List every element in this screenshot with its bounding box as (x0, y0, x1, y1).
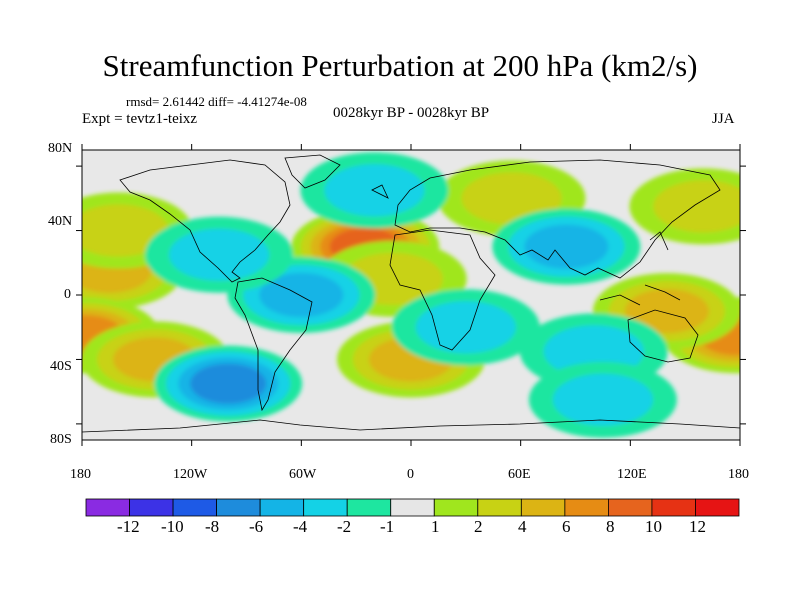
season-label: JJA (712, 111, 735, 127)
contour-blob-18-1 (169, 228, 270, 281)
colorbar-box-7 (390, 498, 435, 517)
colorbar-box-4 (259, 498, 305, 517)
colorbar-label-8: 8 (606, 517, 615, 536)
colorbar-label-6: 6 (562, 517, 571, 536)
lon-label-180w: 180 (70, 467, 91, 482)
colorbar-box-12 (608, 498, 653, 517)
colorbar-label-m2: -2 (337, 517, 352, 536)
colorbar-label-m4: -4 (293, 517, 308, 536)
colorbar-label-m8: -8 (205, 517, 220, 536)
period-label: 0028kyr BP - 0028kyr BP (332, 105, 490, 121)
colorbar-label-m12: -12 (117, 517, 140, 536)
lon-label-60w: 60W (289, 467, 317, 482)
colorbar-box-0 (85, 498, 130, 517)
lat-label-0: 0 (64, 287, 71, 302)
coastlines (82, 154, 740, 433)
lon-label-0: 0 (407, 467, 414, 482)
colorbar-label-2: 2 (474, 517, 483, 536)
colorbar-box-6 (346, 498, 392, 517)
axis-ticks (76, 144, 746, 446)
colorbar-box-8 (433, 498, 479, 517)
lon-label-180e: 180 (728, 467, 749, 482)
lon-label-120w: 120W (173, 467, 208, 482)
contour-blob-12-2 (259, 273, 344, 317)
stats-text: rmsd= 2.61442 diff= -4.41274e-08 (126, 94, 307, 109)
lat-label-80s: 80S (50, 432, 72, 447)
colorbar-box-10 (520, 498, 566, 517)
lon-label-120e: 120E (617, 467, 647, 482)
coast-south-america (234, 277, 313, 412)
colorbar-label-m10: -10 (161, 517, 184, 536)
colorbar-box-13 (651, 498, 696, 517)
contour-blob-11-3 (190, 363, 267, 404)
lat-label-40n: 40N (48, 214, 73, 229)
colorbar-box-9 (477, 498, 522, 517)
colorbar-label-m6: -6 (249, 517, 264, 536)
contour-blob-17-1 (552, 373, 653, 426)
experiment-label: Expt = tevtz1-teixz (82, 111, 198, 127)
colorbar (85, 498, 740, 517)
colorbar-box-1 (129, 498, 174, 517)
contour-blob-2-1 (82, 204, 169, 257)
coast-eurasia (394, 159, 721, 279)
colorbar-box-11 (564, 498, 609, 517)
colorbar-label-m1: -1 (380, 517, 395, 536)
coast-north-america (119, 159, 291, 283)
lon-label-60e: 60E (508, 467, 531, 482)
coast-islands (371, 184, 681, 306)
colorbar-box-5 (303, 498, 348, 517)
coast-africa (389, 229, 496, 351)
lat-label-40s: 40S (50, 359, 72, 374)
contour-blob-15-1 (415, 301, 516, 354)
contour-blob-13-2 (524, 224, 609, 269)
colorbar-box-2 (172, 498, 217, 517)
contour-field (82, 152, 740, 438)
colorbar-box-14 (695, 498, 740, 517)
coast-greenland (284, 154, 341, 189)
contour-blob-10-1 (653, 180, 740, 233)
colorbar-label-10: 10 (645, 517, 662, 536)
coast-australia (627, 309, 699, 363)
plot-title: Streamfunction Perturbation at 200 hPa (… (102, 48, 698, 83)
colorbar-label-1: 1 (431, 517, 440, 536)
lat-label-80n: 80N (48, 141, 73, 156)
colorbar-label-4: 4 (518, 517, 527, 536)
colorbar-box-3 (216, 498, 261, 517)
colorbar-label-12: 12 (689, 517, 706, 536)
contour-blob-8-1 (461, 172, 562, 225)
coast-antarctica (82, 419, 740, 433)
